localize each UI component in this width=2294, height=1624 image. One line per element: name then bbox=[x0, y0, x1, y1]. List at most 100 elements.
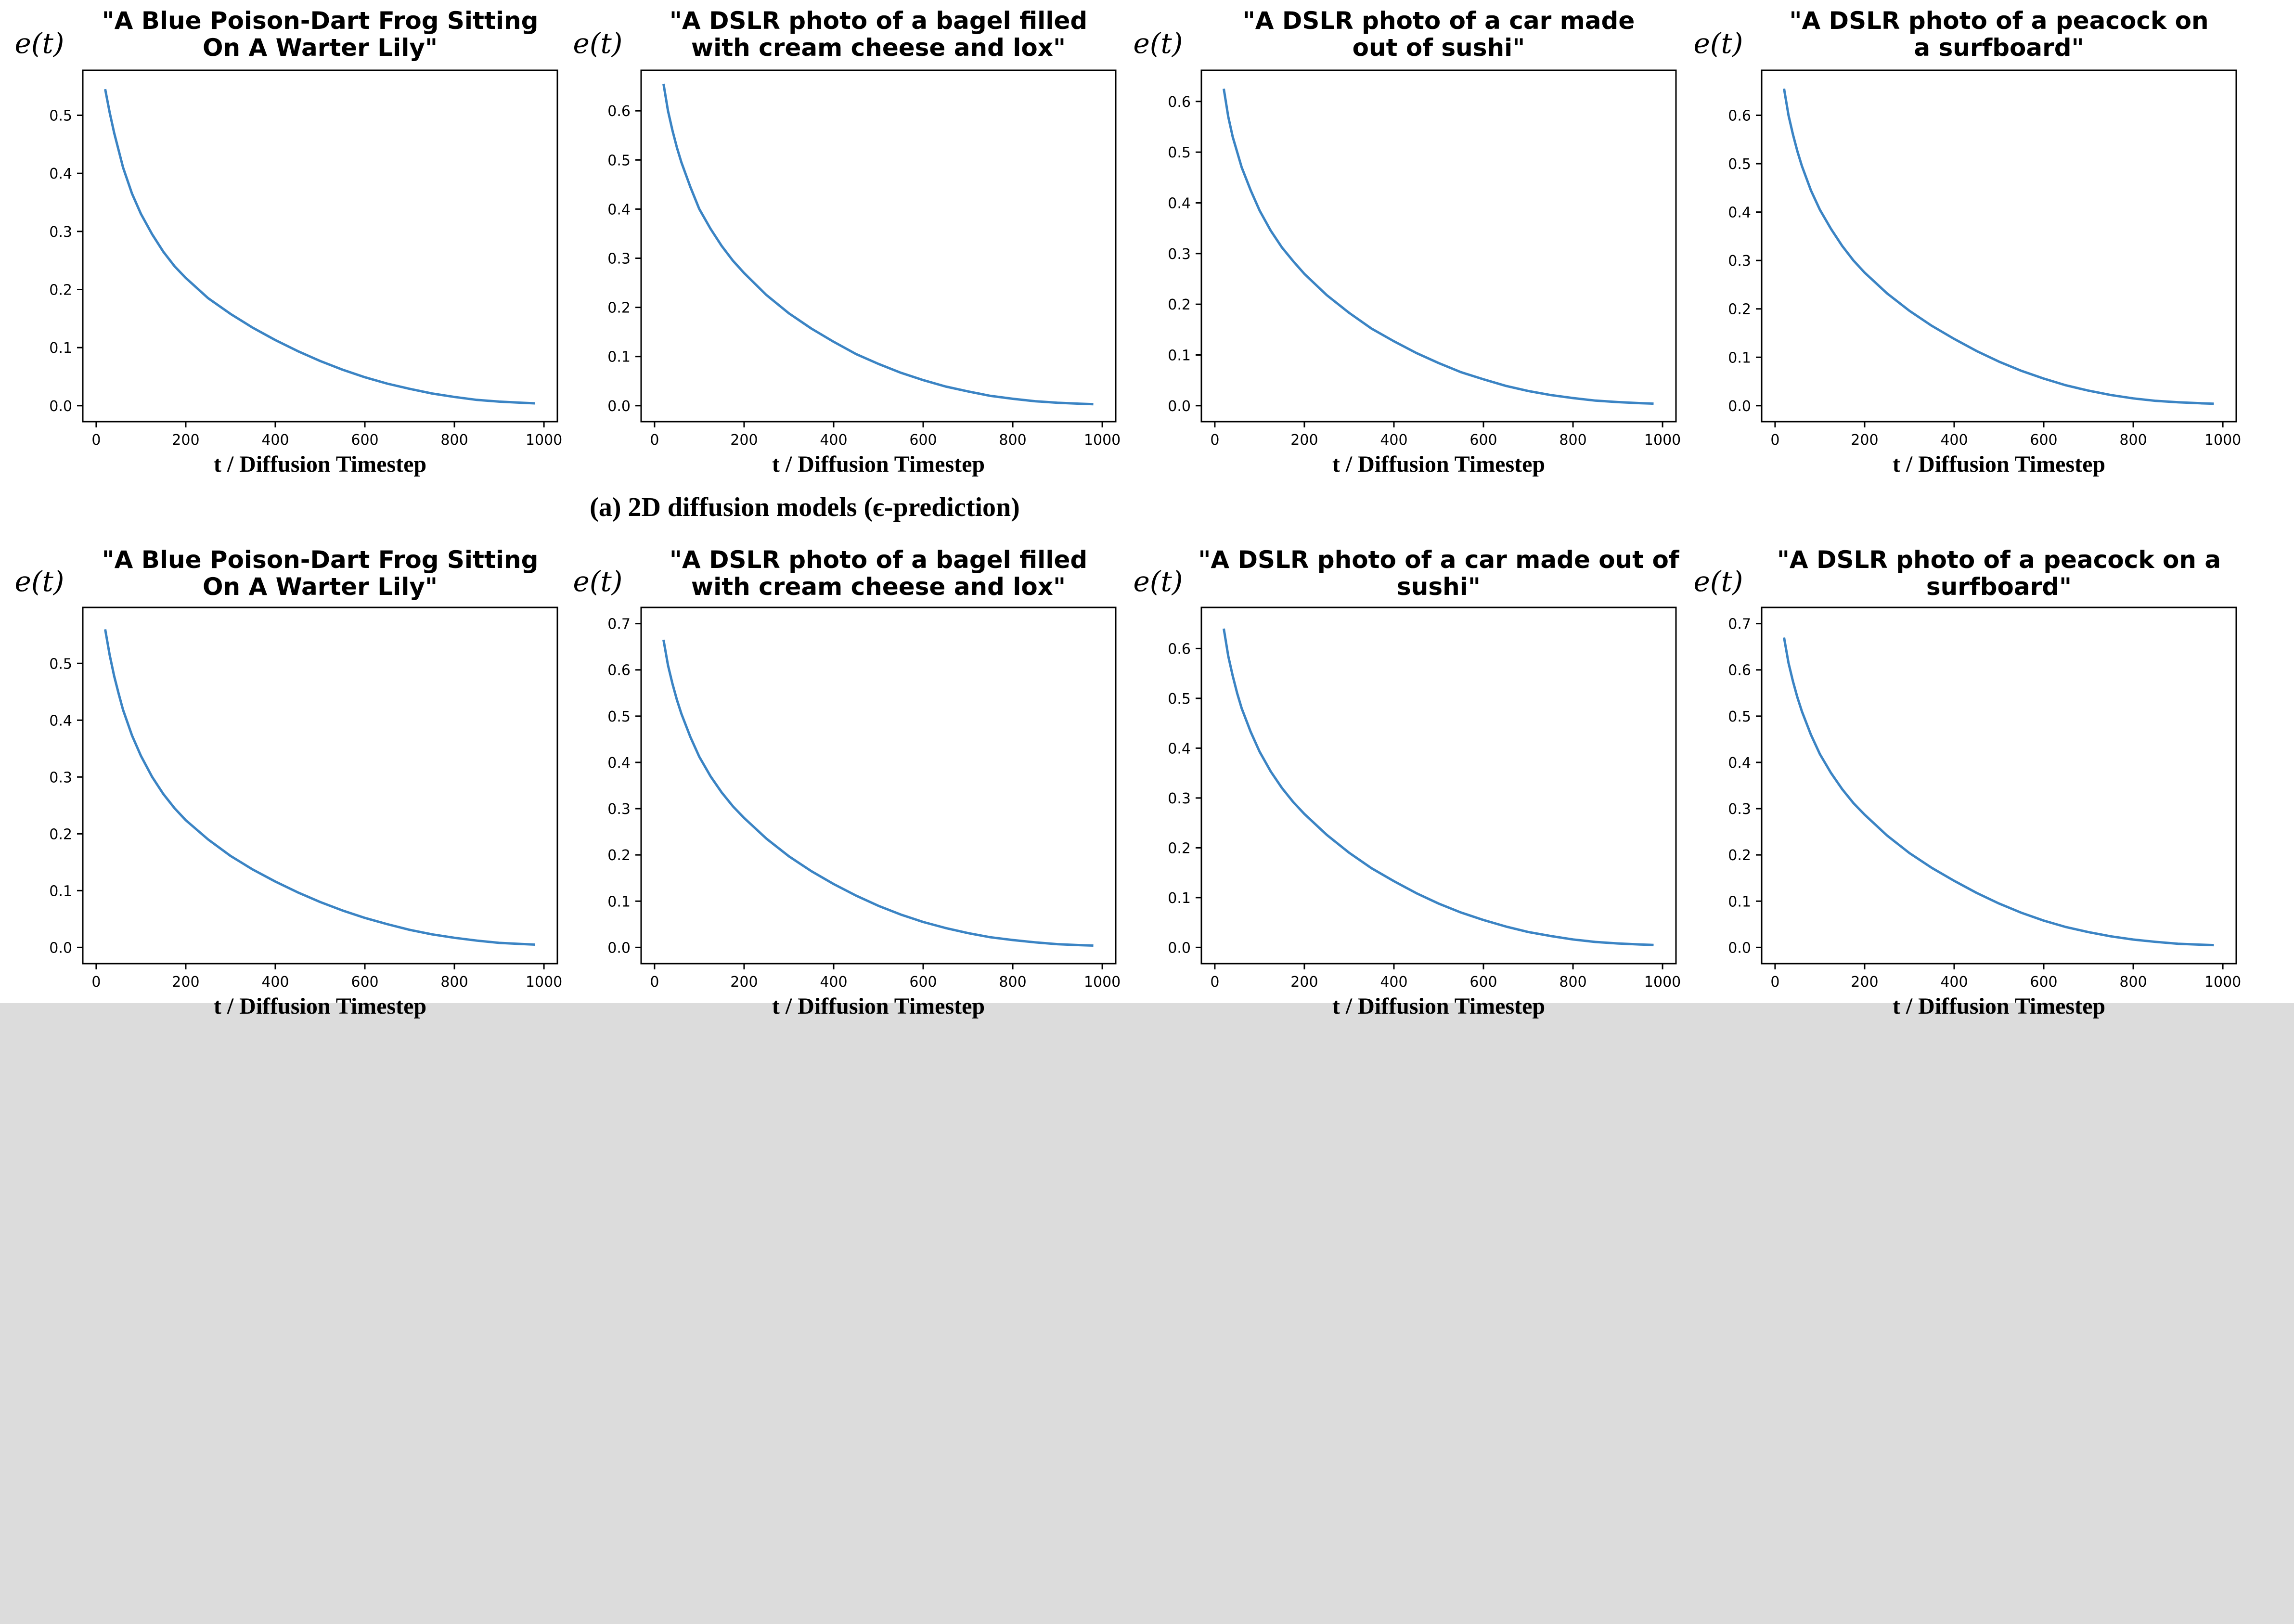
x-tick-label: 600 bbox=[351, 432, 378, 449]
chart-title-line: "A DSLR photo of a peacock on bbox=[1789, 7, 2208, 35]
y-tick-label: 0.5 bbox=[1168, 691, 1191, 708]
series-line bbox=[662, 83, 1094, 406]
x-tick-label: 400 bbox=[1380, 432, 1407, 449]
x-axis-label: t / Diffusion Timestep bbox=[1332, 451, 1545, 477]
x-tick-label: 600 bbox=[909, 432, 937, 449]
x-tick-label: 400 bbox=[261, 974, 289, 991]
y-axis-label: e(t) bbox=[1694, 565, 1743, 598]
y-tick-label: 0.6 bbox=[1728, 662, 1751, 679]
axes-frame bbox=[82, 606, 558, 965]
x-tick-label: 200 bbox=[1851, 974, 1878, 991]
x-tick-label: 200 bbox=[1290, 974, 1318, 991]
x-axis-label: t / Diffusion Timestep bbox=[1893, 993, 2105, 1019]
chart-title-line: "A Blue Poison-Dart Frog Sitting bbox=[102, 7, 539, 35]
chart-4: "A DSLR photo of a peacock ona surfboard… bbox=[1694, 7, 2242, 477]
y-tick-label: 0.3 bbox=[1168, 246, 1191, 263]
x-tick-label: 400 bbox=[1940, 432, 1968, 449]
y-tick-label: 0.2 bbox=[1728, 847, 1751, 864]
x-tick-label: 800 bbox=[1559, 974, 1586, 991]
y-tick-label: 0.6 bbox=[607, 103, 631, 120]
y-tick-label: 0.5 bbox=[1728, 709, 1751, 725]
x-tick-label: 600 bbox=[351, 974, 378, 991]
series-line bbox=[104, 89, 535, 405]
x-tick-label: 200 bbox=[1290, 432, 1318, 449]
x-tick-label: 400 bbox=[820, 432, 847, 449]
x-tick-label: 600 bbox=[2030, 974, 2057, 991]
y-tick-label: 0.3 bbox=[1728, 253, 1751, 270]
x-tick-label: 600 bbox=[1469, 432, 1497, 449]
y-tick-label: 0.3 bbox=[49, 769, 72, 786]
x-tick-label: 800 bbox=[440, 432, 468, 449]
y-tick-label: 0.5 bbox=[1168, 144, 1191, 161]
x-tick-label: 800 bbox=[999, 432, 1026, 449]
x-tick-label: 200 bbox=[172, 974, 199, 991]
y-tick-label: 0.4 bbox=[607, 755, 631, 772]
y-tick-label: 0.0 bbox=[607, 398, 631, 415]
axes-frame bbox=[640, 69, 1117, 423]
y-tick-label: 0.1 bbox=[607, 349, 631, 366]
y-tick-label: 0.3 bbox=[1168, 790, 1191, 807]
x-tick-label: 800 bbox=[999, 974, 1026, 991]
x-tick-label: 1000 bbox=[1644, 974, 1681, 991]
y-tick-label: 0.6 bbox=[607, 662, 631, 679]
axes-frame bbox=[1200, 69, 1677, 423]
x-tick-label: 800 bbox=[2119, 974, 2147, 991]
y-tick-label: 0.5 bbox=[607, 709, 631, 725]
y-tick-label: 0.4 bbox=[1168, 740, 1191, 757]
y-tick-label: 0.5 bbox=[1728, 156, 1751, 173]
y-tick-label: 0.7 bbox=[607, 616, 631, 633]
chart-8: "A DSLR photo of a peacock on asurfboard… bbox=[1694, 546, 2242, 1019]
lower-blank-region bbox=[0, 1003, 2294, 1624]
y-tick-label: 0.1 bbox=[1168, 890, 1191, 907]
y-tick-label: 0.2 bbox=[607, 300, 631, 317]
chart-title-line: "A DSLR photo of a bagel filled bbox=[670, 546, 1087, 574]
y-axis-label: e(t) bbox=[1134, 565, 1183, 598]
y-tick-label: 0.2 bbox=[607, 847, 631, 864]
y-tick-label: 0.0 bbox=[1728, 398, 1751, 415]
y-tick-label: 0.3 bbox=[49, 224, 72, 241]
x-tick-label: 200 bbox=[1851, 432, 1878, 449]
x-tick-label: 0 bbox=[91, 432, 101, 449]
x-axis-label: t / Diffusion Timestep bbox=[214, 993, 426, 1019]
axes-frame bbox=[1761, 606, 2237, 965]
axes-frame bbox=[1200, 606, 1677, 965]
chart-7: "A DSLR photo of a car made out ofsushi"… bbox=[1134, 546, 1681, 1019]
x-tick-label: 1000 bbox=[526, 974, 562, 991]
y-tick-label: 0.2 bbox=[49, 826, 72, 843]
series-line bbox=[104, 629, 535, 946]
y-tick-label: 0.4 bbox=[49, 712, 72, 729]
x-tick-label: 600 bbox=[1469, 974, 1497, 991]
series-line bbox=[1783, 88, 2214, 405]
x-axis-label: t / Diffusion Timestep bbox=[772, 451, 985, 477]
x-tick-label: 400 bbox=[820, 974, 847, 991]
x-tick-label: 200 bbox=[730, 432, 758, 449]
y-tick-label: 0.4 bbox=[1168, 195, 1191, 212]
x-tick-label: 0 bbox=[91, 974, 101, 991]
x-axis-label: t / Diffusion Timestep bbox=[1332, 993, 1545, 1019]
x-axis-label: t / Diffusion Timestep bbox=[772, 993, 985, 1019]
axes-frame bbox=[82, 69, 558, 423]
y-axis-label: e(t) bbox=[573, 27, 623, 60]
y-tick-label: 0.7 bbox=[1728, 616, 1751, 633]
series-line bbox=[1783, 637, 2214, 947]
y-tick-label: 0.1 bbox=[49, 340, 72, 357]
y-tick-label: 0.1 bbox=[49, 883, 72, 900]
x-tick-label: 1000 bbox=[2204, 432, 2241, 449]
x-tick-label: 0 bbox=[1770, 974, 1779, 991]
y-tick-label: 0.6 bbox=[1728, 108, 1751, 125]
x-tick-label: 1000 bbox=[1084, 974, 1121, 991]
chart-title-line: surfboard" bbox=[1926, 573, 2072, 601]
x-tick-label: 200 bbox=[730, 974, 758, 991]
y-tick-label: 0.6 bbox=[1168, 641, 1191, 657]
y-tick-label: 0.1 bbox=[1728, 349, 1751, 366]
x-tick-label: 1000 bbox=[1644, 432, 1681, 449]
y-tick-label: 0.5 bbox=[49, 656, 72, 672]
y-tick-label: 0.0 bbox=[1728, 940, 1751, 956]
y-tick-label: 0.0 bbox=[49, 940, 72, 956]
x-tick-label: 0 bbox=[1770, 432, 1779, 449]
chart-title-line: sushi" bbox=[1397, 573, 1481, 601]
y-tick-label: 0.4 bbox=[49, 166, 72, 182]
